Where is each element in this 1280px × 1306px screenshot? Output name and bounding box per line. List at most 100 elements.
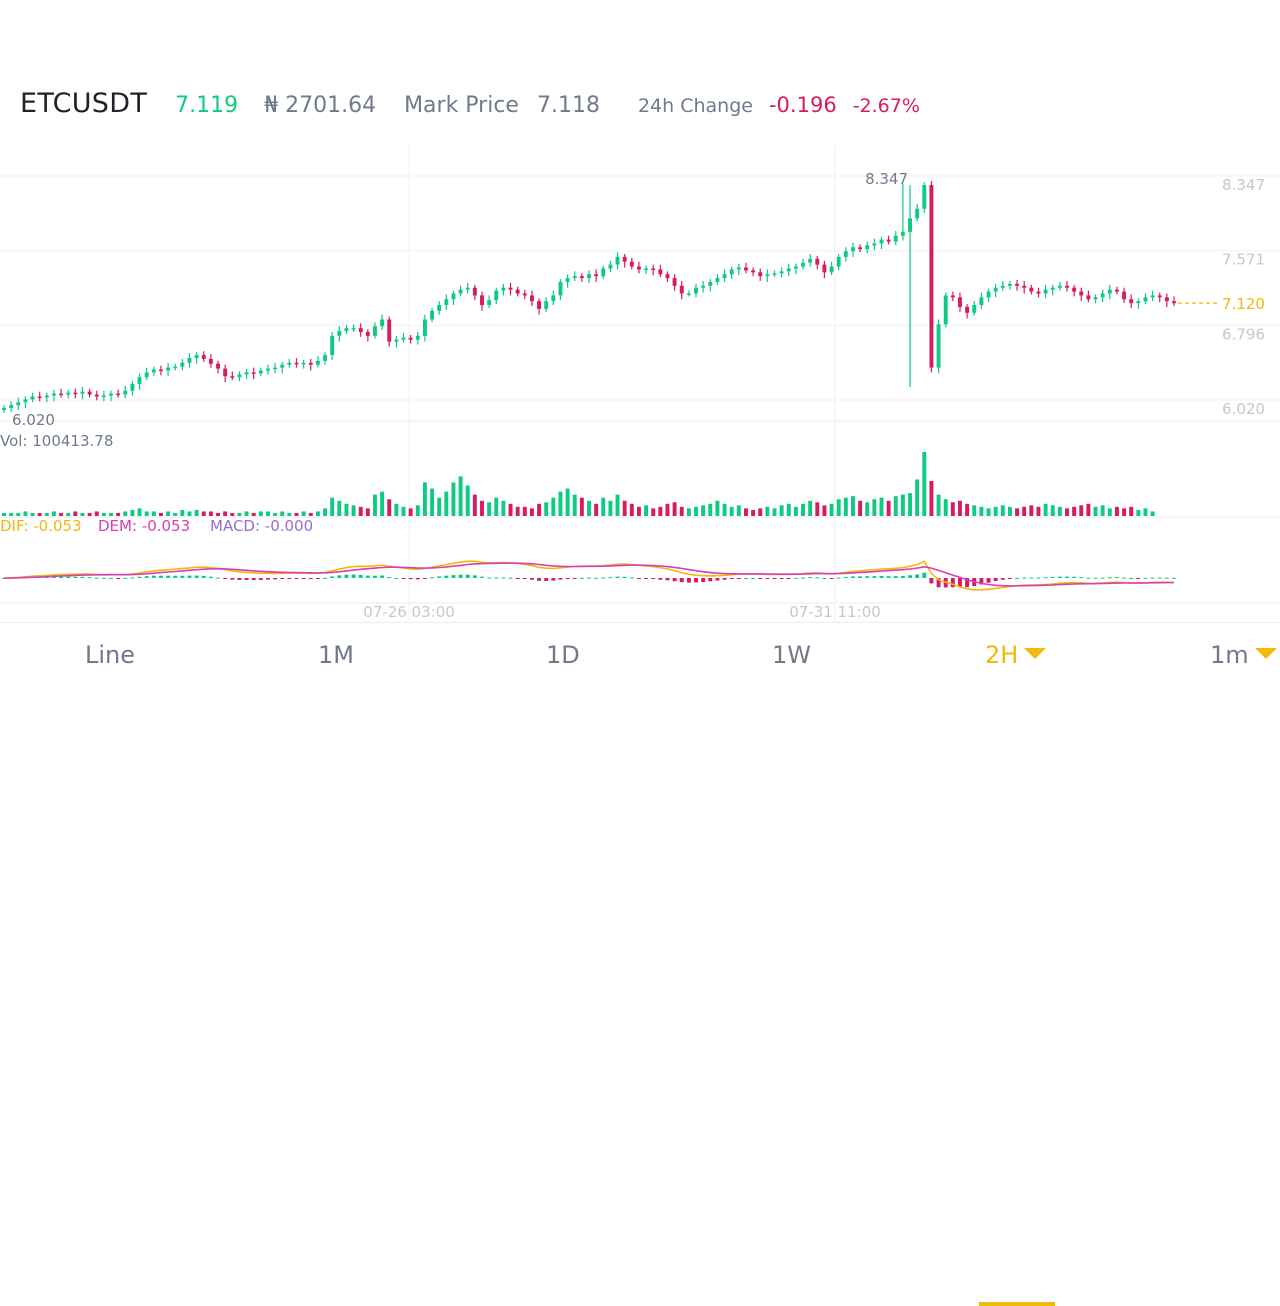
macd-histogram-bar — [893, 576, 898, 578]
candle-body — [1036, 291, 1041, 294]
macd-histogram-bar — [758, 578, 763, 579]
candle-body — [116, 393, 121, 396]
volume-bar — [1129, 506, 1134, 516]
tab-1M[interactable]: 1M — [318, 641, 354, 669]
candle-body — [972, 305, 977, 313]
macd-histogram-bar — [208, 576, 213, 578]
volume-bar — [301, 511, 306, 516]
candle-body — [158, 369, 163, 372]
candle-body — [137, 377, 142, 384]
candle-body — [308, 362, 313, 365]
macd-histogram-bar — [437, 576, 442, 578]
candle-body — [736, 267, 741, 270]
volume-bar — [244, 511, 249, 516]
volume-bar — [230, 512, 235, 516]
volume-bar — [822, 505, 827, 516]
volume-bar — [194, 509, 199, 516]
volume-bar — [644, 505, 649, 516]
macd-histogram-bar — [308, 578, 313, 579]
tab-1W[interactable]: 1W — [772, 641, 811, 669]
y-tick-label: 8.347 — [1222, 176, 1265, 194]
volume-bar — [558, 491, 563, 516]
candle-body — [508, 287, 513, 290]
macd-histogram-bar — [280, 578, 285, 579]
volume-bar — [729, 506, 734, 516]
volume-bar — [900, 494, 905, 516]
volume-bar — [251, 512, 256, 516]
tab-1m[interactable]: 1m — [1210, 641, 1277, 669]
candle-body — [558, 281, 563, 296]
volume-bar — [922, 452, 927, 516]
price-chart[interactable]: 8.347 7.571 6.796 6.020 07-26 03:00 07-31 11:… — [0, 0, 1280, 622]
candle-body — [651, 268, 656, 270]
macd-histogram-bar — [1114, 577, 1119, 579]
volume-bar — [658, 506, 663, 516]
volume-bar — [216, 512, 220, 516]
volume-series — [2, 452, 1155, 516]
macd-histogram-bar — [315, 578, 320, 579]
macd-histogram-bar — [216, 577, 220, 579]
candle-body — [529, 295, 534, 302]
candle-body — [1129, 299, 1134, 304]
macd-histogram-bar — [487, 577, 492, 579]
volume-bar — [1150, 511, 1155, 516]
macd-readout: MACD: -0.000 — [210, 517, 313, 535]
volume-bar — [601, 497, 606, 516]
macd-histogram-bar — [458, 574, 463, 578]
candle-body — [587, 274, 591, 279]
volume-bar — [73, 511, 78, 516]
macd-histogram-bar — [936, 578, 941, 588]
candle-body — [1143, 297, 1148, 302]
symbol-name[interactable]: ETCUSDT — [20, 88, 148, 119]
candle-body — [258, 370, 263, 374]
macd-histogram-bar — [173, 575, 178, 578]
volume-bar — [508, 503, 513, 516]
macd-histogram-bar — [615, 576, 620, 578]
macd-histogram-bar — [373, 575, 377, 578]
candle-body — [865, 245, 870, 250]
volume-bar — [515, 506, 520, 516]
tab-2H[interactable]: 2H — [985, 641, 1047, 669]
volume-bar — [1100, 505, 1105, 516]
macd-histogram-bar — [508, 577, 513, 579]
candle-body — [929, 185, 934, 368]
macd-histogram-bar — [480, 576, 484, 578]
macd-histogram-bar — [651, 578, 656, 580]
volume-bar — [1114, 506, 1119, 516]
macd-histogram-bar — [515, 578, 520, 579]
candle-body — [66, 392, 71, 395]
macd-histogram-bar — [636, 578, 641, 579]
volume-bar — [444, 491, 449, 516]
dem-line — [4, 562, 1174, 587]
macd-histogram-bar — [965, 578, 970, 588]
volume-bar — [201, 511, 206, 516]
volume-bar — [2, 512, 6, 516]
candle-body — [544, 301, 549, 309]
tab-1D[interactable]: 1D — [546, 641, 580, 669]
last-price-label: 7.120 — [1222, 295, 1265, 313]
volume-bar — [487, 502, 492, 516]
volume-bar — [836, 499, 841, 516]
tab-line[interactable]: Line — [85, 641, 136, 669]
volume-bar — [109, 512, 113, 516]
macd-histogram-bar — [144, 576, 149, 578]
macd-histogram-bar — [1122, 577, 1127, 579]
candle-body — [487, 300, 492, 306]
volume-bar — [1029, 505, 1034, 516]
volume-bar — [915, 479, 920, 516]
change-label: 24h Change — [637, 95, 753, 117]
volume-bar — [208, 511, 213, 516]
volume-bar — [701, 505, 706, 516]
y-tick-label: 7.571 — [1222, 251, 1265, 269]
volume-bar — [1015, 508, 1020, 516]
macd-histogram-bar — [130, 577, 135, 579]
candle-body — [1100, 293, 1105, 298]
candle-body — [936, 324, 941, 368]
candle-body — [123, 390, 128, 395]
macd-histogram-bar — [294, 578, 299, 579]
volume-bar — [608, 500, 613, 516]
volume-bar — [23, 511, 28, 516]
macd-histogram-bar — [1079, 577, 1084, 579]
candle-body — [194, 355, 199, 358]
volume-bar — [87, 512, 92, 516]
